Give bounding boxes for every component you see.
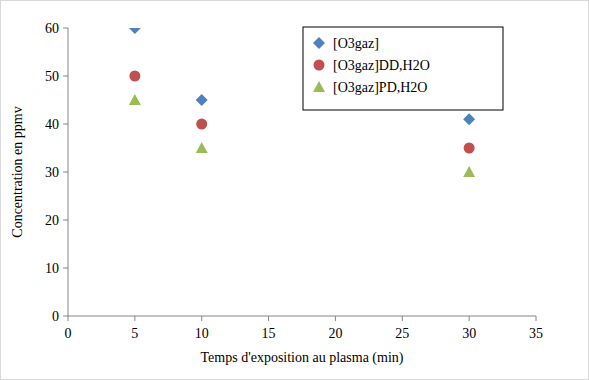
- point: [129, 28, 141, 34]
- x-tick: [335, 316, 336, 321]
- legend-marker: [313, 81, 325, 92]
- x-tick-label: 0: [65, 326, 72, 341]
- x-tick-label: 15: [262, 326, 276, 341]
- legend: [O3gaz] [O3gaz]DD,H2O [O3gaz]PD,H2O: [303, 27, 503, 110]
- x-tick: [68, 316, 69, 321]
- legend-label: [O3gaz]: [333, 36, 379, 51]
- legend-label: [O3gaz]PD,H2O: [333, 80, 427, 95]
- x-tick-label: 25: [395, 326, 409, 341]
- y-tick-label: 30: [45, 165, 59, 180]
- y-tick: [63, 220, 68, 221]
- x-tick-label: 10: [195, 326, 209, 341]
- y-tick: [63, 28, 68, 29]
- y-tick: [63, 172, 68, 173]
- x-tick: [201, 316, 202, 321]
- y-tick: [63, 268, 68, 269]
- legend-box: [303, 27, 503, 110]
- legend-marker: [314, 60, 325, 71]
- x-tick: [134, 316, 135, 321]
- legend-label: [O3gaz]DD,H2O: [333, 58, 430, 73]
- x-tick: [469, 316, 470, 321]
- y-tick-label: 0: [52, 309, 59, 324]
- y-tick-label: 40: [45, 117, 59, 132]
- y-axis-title: Concentration en ppmv: [10, 106, 25, 237]
- y-tick: [63, 316, 68, 317]
- y-tick-label: 10: [45, 261, 59, 276]
- point: [463, 113, 475, 125]
- x-tick: [536, 316, 537, 321]
- chart: 0 10 20 30 40 50 60 0 5 10 15 20 25 30 35 Temps d'expos…: [0, 0, 589, 380]
- point: [196, 94, 208, 106]
- legend-marker: [313, 37, 325, 49]
- y-tick: [63, 124, 68, 125]
- point: [196, 142, 208, 153]
- point: [129, 94, 141, 105]
- x-tick-label: 35: [529, 326, 543, 341]
- x-tick-label: 20: [328, 326, 342, 341]
- x-tick-label: 30: [462, 326, 476, 341]
- y-tick: [63, 76, 68, 77]
- point: [129, 71, 140, 82]
- point: [196, 119, 207, 130]
- x-tick: [268, 316, 269, 321]
- y-tick-label: 60: [45, 21, 59, 36]
- point: [463, 166, 475, 177]
- x-axis-title: Temps d'exposition au plasma (min): [201, 350, 404, 366]
- x-tick-label: 5: [131, 326, 138, 341]
- x-tick: [402, 316, 403, 321]
- chart-border: [1, 1, 589, 380]
- y-tick-label: 20: [45, 213, 59, 228]
- x-axis: [68, 316, 536, 317]
- y-tick-label: 50: [45, 69, 59, 84]
- point: [464, 143, 475, 154]
